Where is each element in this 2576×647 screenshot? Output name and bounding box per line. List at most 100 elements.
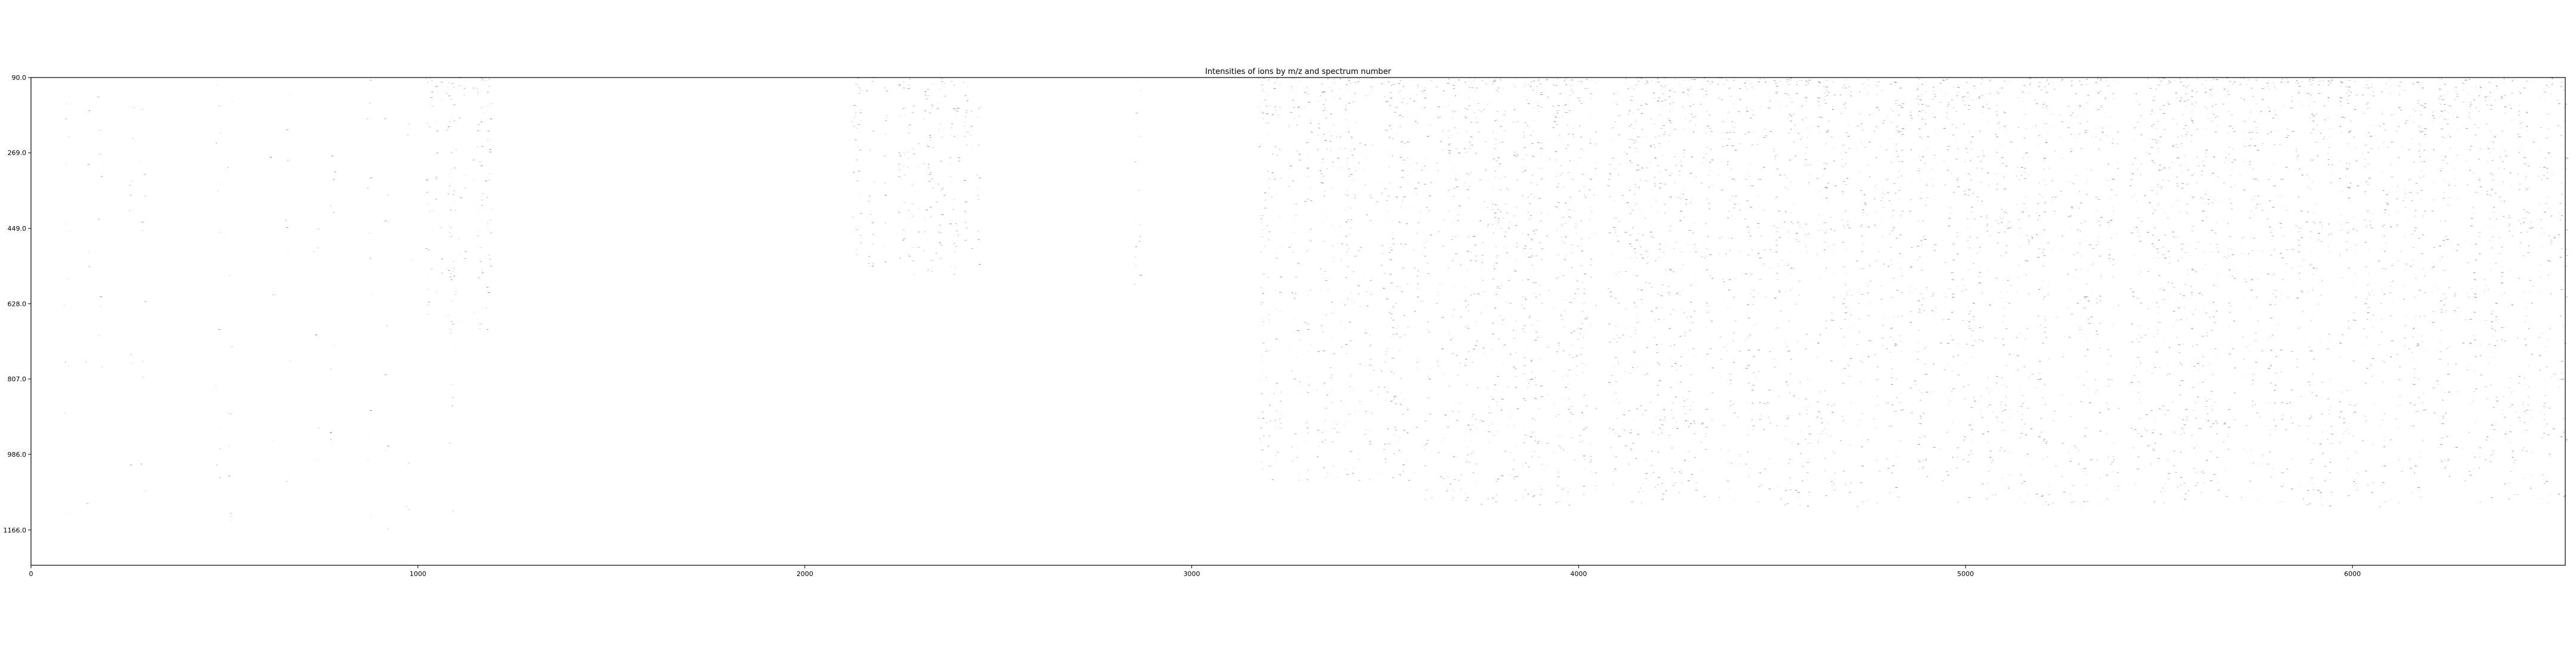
- intensity-mark: [1274, 459, 1276, 460]
- intensity-mark: [1274, 106, 1276, 107]
- intensity-mark: [1386, 326, 1387, 327]
- intensity-mark: [1891, 377, 1893, 378]
- intensity-mark: [1291, 348, 1293, 349]
- intensity-mark: [1393, 466, 1395, 468]
- intensity-mark: [1891, 122, 1893, 123]
- intensity-mark: [1332, 187, 1333, 188]
- intensity-mark: [1327, 78, 1329, 79]
- intensity-mark: [1447, 210, 1450, 211]
- intensity-mark: [2158, 170, 2161, 171]
- intensity-mark: [1921, 392, 1923, 393]
- intensity-mark: [2158, 275, 2161, 276]
- intensity-mark: [1897, 99, 1898, 100]
- intensity-mark: [2067, 307, 2070, 308]
- intensity-mark: [1387, 348, 1389, 349]
- intensity-mark: [1909, 120, 1912, 122]
- intensity-mark: [904, 154, 906, 156]
- intensity-mark: [1695, 125, 1696, 126]
- intensity-mark: [2091, 169, 2092, 171]
- intensity-mark: [1373, 370, 1374, 371]
- intensity-mark: [478, 124, 480, 125]
- intensity-mark: [1586, 332, 1588, 333]
- intensity-mark: [448, 128, 449, 129]
- intensity-mark: [1971, 212, 1973, 213]
- intensity-mark: [954, 268, 956, 269]
- intensity-mark: [1292, 252, 1294, 253]
- intensity-mark: [1750, 117, 1752, 119]
- intensity-mark: [1728, 210, 1730, 212]
- intensity-mark: [1494, 171, 1496, 172]
- intensity-mark: [1795, 93, 1798, 94]
- intensity-mark: [219, 448, 221, 449]
- intensity-mark: [2002, 422, 2004, 423]
- intensity-mark: [1494, 389, 1496, 391]
- intensity-mark: [1627, 88, 1630, 89]
- intensity-mark: [2163, 168, 2166, 169]
- intensity-mark: [1745, 463, 1747, 465]
- intensity-mark: [1581, 311, 1583, 312]
- intensity-mark: [1952, 457, 1953, 458]
- intensity-mark: [1457, 411, 1459, 412]
- intensity-mark: [1934, 154, 1936, 156]
- intensity-mark: [1821, 117, 1823, 118]
- intensity-mark: [1424, 448, 1426, 450]
- intensity-mark: [2029, 78, 2031, 79]
- intensity-mark: [1981, 150, 1984, 151]
- intensity-mark: [1572, 92, 1574, 93]
- intensity-mark: [1640, 179, 1642, 181]
- intensity-mark: [315, 335, 317, 336]
- intensity-mark: [1398, 450, 1401, 451]
- intensity-mark: [1739, 250, 1741, 252]
- intensity-mark: [2107, 364, 2109, 365]
- intensity-mark: [1509, 303, 1512, 304]
- intensity-mark: [2107, 180, 2109, 181]
- intensity-mark: [1970, 142, 1972, 143]
- intensity-mark: [1354, 197, 1356, 199]
- intensity-mark: [1306, 295, 1309, 296]
- intensity-mark: [1920, 198, 1922, 199]
- intensity-mark: [2095, 244, 2098, 246]
- intensity-mark: [1306, 162, 1308, 163]
- intensity-mark: [1721, 138, 1723, 140]
- intensity-mark: [1516, 320, 1517, 321]
- intensity-mark: [1279, 85, 1281, 86]
- intensity-mark: [451, 321, 453, 322]
- intensity-mark: [453, 510, 454, 511]
- intensity-mark: [1775, 92, 1778, 94]
- intensity-mark: [2147, 445, 2150, 447]
- intensity-mark: [1343, 194, 1345, 195]
- intensity-mark: [1659, 101, 1661, 103]
- intensity-mark: [1970, 82, 1971, 83]
- intensity-mark: [450, 273, 451, 274]
- intensity-mark: [1719, 238, 1721, 239]
- intensity-mark: [2018, 247, 2021, 248]
- intensity-mark: [1916, 359, 1919, 360]
- intensity-mark: [1843, 104, 1846, 105]
- intensity-mark: [68, 278, 69, 279]
- intensity-mark: [1515, 376, 1517, 377]
- intensity-mark: [1676, 382, 1677, 383]
- intensity-mark: [1616, 398, 1618, 400]
- intensity-mark: [1843, 194, 1845, 196]
- intensity-mark: [1776, 231, 1778, 232]
- intensity-mark: [1467, 250, 1469, 252]
- intensity-mark: [2044, 296, 2046, 298]
- intensity-mark: [333, 212, 335, 213]
- intensity-mark: [1535, 86, 1538, 87]
- intensity-mark: [1676, 361, 1678, 362]
- intensity-mark: [1924, 123, 1927, 125]
- intensity-mark: [2159, 322, 2161, 323]
- intensity-mark: [1918, 110, 1921, 112]
- intensity-mark: [2042, 107, 2043, 108]
- intensity-mark: [1568, 172, 1570, 173]
- intensity-mark: [1528, 203, 1531, 204]
- intensity-mark: [1950, 172, 1952, 174]
- intensity-mark: [1359, 143, 1361, 144]
- intensity-mark: [1386, 101, 1388, 102]
- intensity-mark: [1658, 439, 1659, 440]
- intensity-mark: [1952, 259, 1955, 261]
- intensity-mark: [2153, 450, 2155, 451]
- intensity-mark: [1452, 89, 1454, 91]
- intensity-mark: [2060, 114, 2061, 116]
- intensity-mark: [1911, 182, 1913, 183]
